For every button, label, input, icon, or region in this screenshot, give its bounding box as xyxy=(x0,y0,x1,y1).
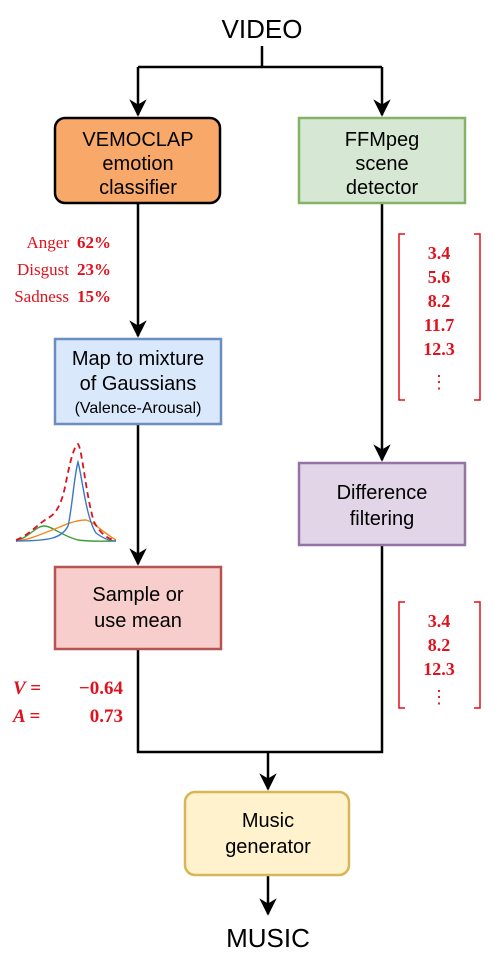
scene-time: 3.4 xyxy=(428,243,451,263)
vemoclap-line-3: classifier xyxy=(99,177,177,199)
emotion-value-anger: 62% xyxy=(77,233,111,252)
music-output: MUSIC xyxy=(226,923,310,953)
filtered-times-vector: 3.4 8.2 12.3 ⋮ xyxy=(398,601,481,709)
map-line-2: of Gaussians xyxy=(80,373,197,395)
emotion-value-disgust: 23% xyxy=(77,260,111,279)
difference-line-1: Difference xyxy=(337,482,428,504)
filtered-time: 12.3 xyxy=(423,659,455,679)
vemoclap-box xyxy=(53,116,222,205)
connectors xyxy=(129,46,391,916)
ffmpeg-line-2: scene xyxy=(355,153,408,175)
arousal-value: 0.73 xyxy=(90,706,123,727)
scene-bracket-left xyxy=(398,233,405,401)
emotion-label-anger: Anger xyxy=(27,233,70,252)
edge-sample-merge xyxy=(136,649,268,754)
scene-time: 8.2 xyxy=(428,291,451,311)
scene-time: ⋮ xyxy=(430,372,448,392)
filtered-time: ⋮ xyxy=(430,687,448,707)
filtered-bracket-right xyxy=(474,601,481,709)
scene-bracket-right xyxy=(474,233,481,401)
gaussian-green xyxy=(15,525,117,542)
gaussian-mixture-plot xyxy=(15,442,117,542)
map-box xyxy=(53,337,223,426)
filtered-time: 3.4 xyxy=(428,611,451,631)
valence-arousal-values: V = −0.64 A = 0.73 xyxy=(12,678,123,727)
emotion-value-sadness: 15% xyxy=(77,287,111,306)
vemoclap-line-2: emotion xyxy=(102,153,173,175)
map-line-1: Map to mixture xyxy=(72,348,204,370)
emotion-probabilities: Anger 62% Disgust 23% Sadness 15% xyxy=(14,233,111,306)
filtered-bracket-left xyxy=(398,601,405,709)
ffmpeg-line-3: detector xyxy=(346,177,419,199)
filtered-time: 8.2 xyxy=(428,635,451,655)
gaussian-blue xyxy=(15,459,117,542)
map-line-3: (Valence-Arousal) xyxy=(75,400,202,417)
valence-value: −0.64 xyxy=(79,678,124,699)
scene-time: 5.6 xyxy=(428,267,451,287)
music-box xyxy=(183,790,351,877)
gaussian-orange xyxy=(15,519,117,542)
ffmpeg-box xyxy=(297,116,467,205)
ffmpeg-line-1: FFMpeg xyxy=(345,129,419,151)
music-line-1: Music xyxy=(242,810,294,832)
vemoclap-line-1: VEMOCLAP xyxy=(82,129,193,151)
scene-time: 12.3 xyxy=(423,339,455,359)
difference-line-2: filtering xyxy=(350,508,414,530)
music-line-2: generator xyxy=(225,836,311,858)
emotion-label-sadness: Sadness xyxy=(14,287,69,306)
gaussian-mixture-sum xyxy=(15,442,117,541)
sample-line-1: Sample or xyxy=(92,584,183,606)
sample-line-2: use mean xyxy=(94,610,182,632)
scene-time: 11.7 xyxy=(424,315,455,335)
difference-box xyxy=(297,461,467,547)
arousal-label: A = xyxy=(12,706,40,727)
edge-difference-merge xyxy=(268,545,384,754)
video-title: VIDEO xyxy=(222,14,303,44)
sample-box xyxy=(53,565,223,651)
scene-times-vector: 3.4 5.6 8.2 11.7 12.3 ⋮ xyxy=(398,233,481,401)
valence-label: V = xyxy=(13,678,41,699)
emotion-label-disgust: Disgust xyxy=(17,260,69,279)
